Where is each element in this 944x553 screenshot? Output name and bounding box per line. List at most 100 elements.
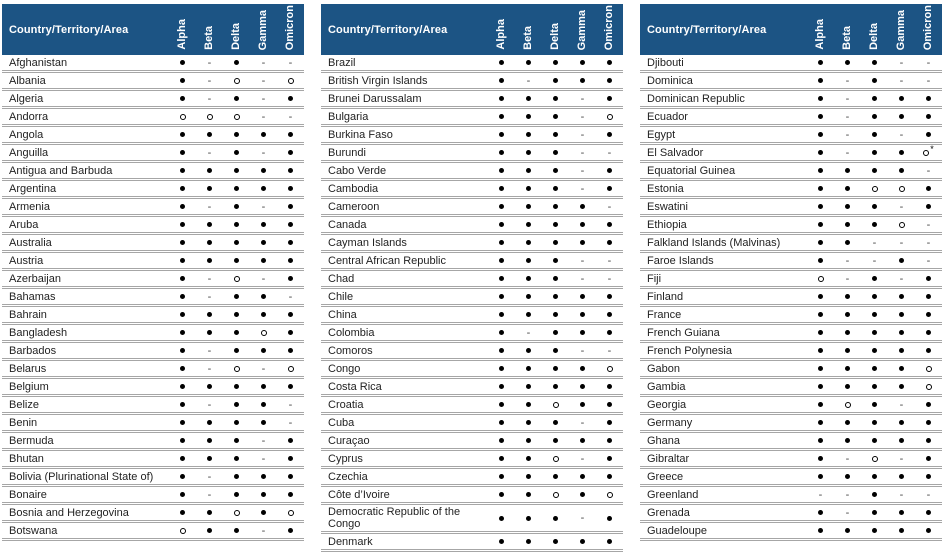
status-dot-filled <box>277 222 304 227</box>
filled-dot-icon <box>234 132 239 137</box>
filled-dot-icon <box>926 474 931 479</box>
column-header-gamma: Gamma <box>250 4 277 55</box>
status-dot-open <box>169 113 196 120</box>
status-dot-filled <box>515 294 542 299</box>
status-dot-filled <box>569 312 596 317</box>
status-dot-open-asterisk: * <box>915 145 942 156</box>
filled-dot-icon <box>580 78 585 83</box>
filled-dot-icon <box>499 420 504 425</box>
country-name: Georgia <box>647 398 687 411</box>
filled-dot-icon <box>845 168 850 173</box>
filled-dot-icon <box>526 150 531 155</box>
filled-dot-icon <box>818 474 823 479</box>
status-dot-filled <box>250 510 277 515</box>
filled-dot-icon <box>607 186 612 191</box>
dash-marker: - <box>580 146 585 159</box>
filled-dot-icon <box>180 294 185 299</box>
status-dot-filled <box>169 258 196 263</box>
status-dot-filled <box>834 204 861 209</box>
status-dot-filled <box>223 420 250 425</box>
table-row: Ethiopia - <box>640 217 942 235</box>
open-dot-icon <box>206 113 213 120</box>
table-row: Colombia - <box>321 325 623 343</box>
filled-dot-icon <box>499 204 504 209</box>
status-dot-filled <box>861 528 888 533</box>
filled-dot-icon <box>261 474 266 479</box>
filled-dot-icon <box>499 294 504 299</box>
filled-dot-icon <box>288 240 293 245</box>
table-row: Cambodia - <box>321 181 623 199</box>
status-dot-filled <box>807 78 834 83</box>
status-dot-filled <box>569 402 596 407</box>
filled-dot-icon <box>180 276 185 281</box>
filled-dot-icon <box>526 515 531 521</box>
filled-dot-icon <box>180 402 185 407</box>
country-name: Colombia <box>328 326 375 339</box>
dash-marker: - <box>580 452 585 465</box>
filled-dot-icon <box>526 114 531 119</box>
filled-dot-icon <box>180 330 185 335</box>
status-dot-filled <box>807 132 834 137</box>
filled-dot-icon <box>180 438 185 443</box>
asterisk-marker: * <box>930 144 934 154</box>
status-dot-filled <box>488 420 515 425</box>
filled-dot-icon <box>899 438 904 443</box>
status-dot-filled <box>488 456 515 461</box>
filled-dot-icon <box>580 492 585 497</box>
status-dot-filled <box>807 312 834 317</box>
filled-dot-icon <box>526 492 531 497</box>
table-header: Country/Territory/Area Alpha Beta Delta … <box>321 4 623 55</box>
dash-marker: - <box>580 110 585 123</box>
country-name: Burkina Faso <box>328 128 393 141</box>
filled-dot-icon <box>872 492 877 497</box>
status-dot-filled <box>515 168 542 173</box>
filled-dot-icon <box>180 186 185 191</box>
column-header-beta: Beta <box>834 4 861 55</box>
status-dot-filled <box>515 114 542 119</box>
filled-dot-icon <box>261 348 266 353</box>
open-dot-icon <box>552 491 559 498</box>
country-name: Gibraltar <box>647 452 690 465</box>
table-body: Djibouti - - Dominica - - - Dominican Republic -… <box>640 55 942 541</box>
dash-marker: - <box>580 182 585 195</box>
status-dash: - <box>888 57 915 68</box>
dash-marker: - <box>207 344 212 357</box>
status-dot-filled <box>277 330 304 335</box>
status-dot-open <box>277 365 304 372</box>
status-dot-filled <box>888 330 915 335</box>
filled-dot-icon <box>926 528 931 533</box>
dash-marker: - <box>580 128 585 141</box>
filled-dot-icon <box>234 312 239 317</box>
status-dot-filled <box>223 528 250 533</box>
filled-dot-icon <box>607 384 612 389</box>
country-name: Cuba <box>328 416 355 429</box>
table-row: Congo <box>321 361 623 379</box>
filled-dot-icon <box>261 186 266 191</box>
status-dot-filled <box>488 240 515 245</box>
status-dot-filled <box>277 204 304 209</box>
country-name: Albania <box>9 74 46 87</box>
column-header-beta: Beta <box>515 4 542 55</box>
status-dash: - <box>277 111 304 122</box>
status-dot-filled <box>542 60 569 65</box>
column-header-omicron: Omicron <box>277 4 304 55</box>
status-dash: - <box>250 201 277 212</box>
status-dot-filled <box>277 474 304 479</box>
status-dot-filled <box>861 474 888 479</box>
status-dot-filled <box>542 96 569 101</box>
filled-dot-icon <box>845 222 850 227</box>
status-dot-filled <box>542 240 569 245</box>
filled-dot-icon <box>180 78 185 83</box>
status-dot-filled <box>169 222 196 227</box>
filled-dot-icon <box>207 510 212 515</box>
filled-dot-icon <box>872 528 877 533</box>
country-name: Angola <box>9 128 44 141</box>
dash-marker: - <box>845 452 850 465</box>
status-dot-filled <box>169 96 196 101</box>
country-name: Ethiopia <box>647 218 687 231</box>
status-dot-filled <box>196 312 223 317</box>
dash-marker: - <box>207 92 212 105</box>
filled-dot-icon <box>607 168 612 173</box>
column-header-gamma: Gamma <box>569 4 596 55</box>
filled-dot-icon <box>288 150 293 155</box>
